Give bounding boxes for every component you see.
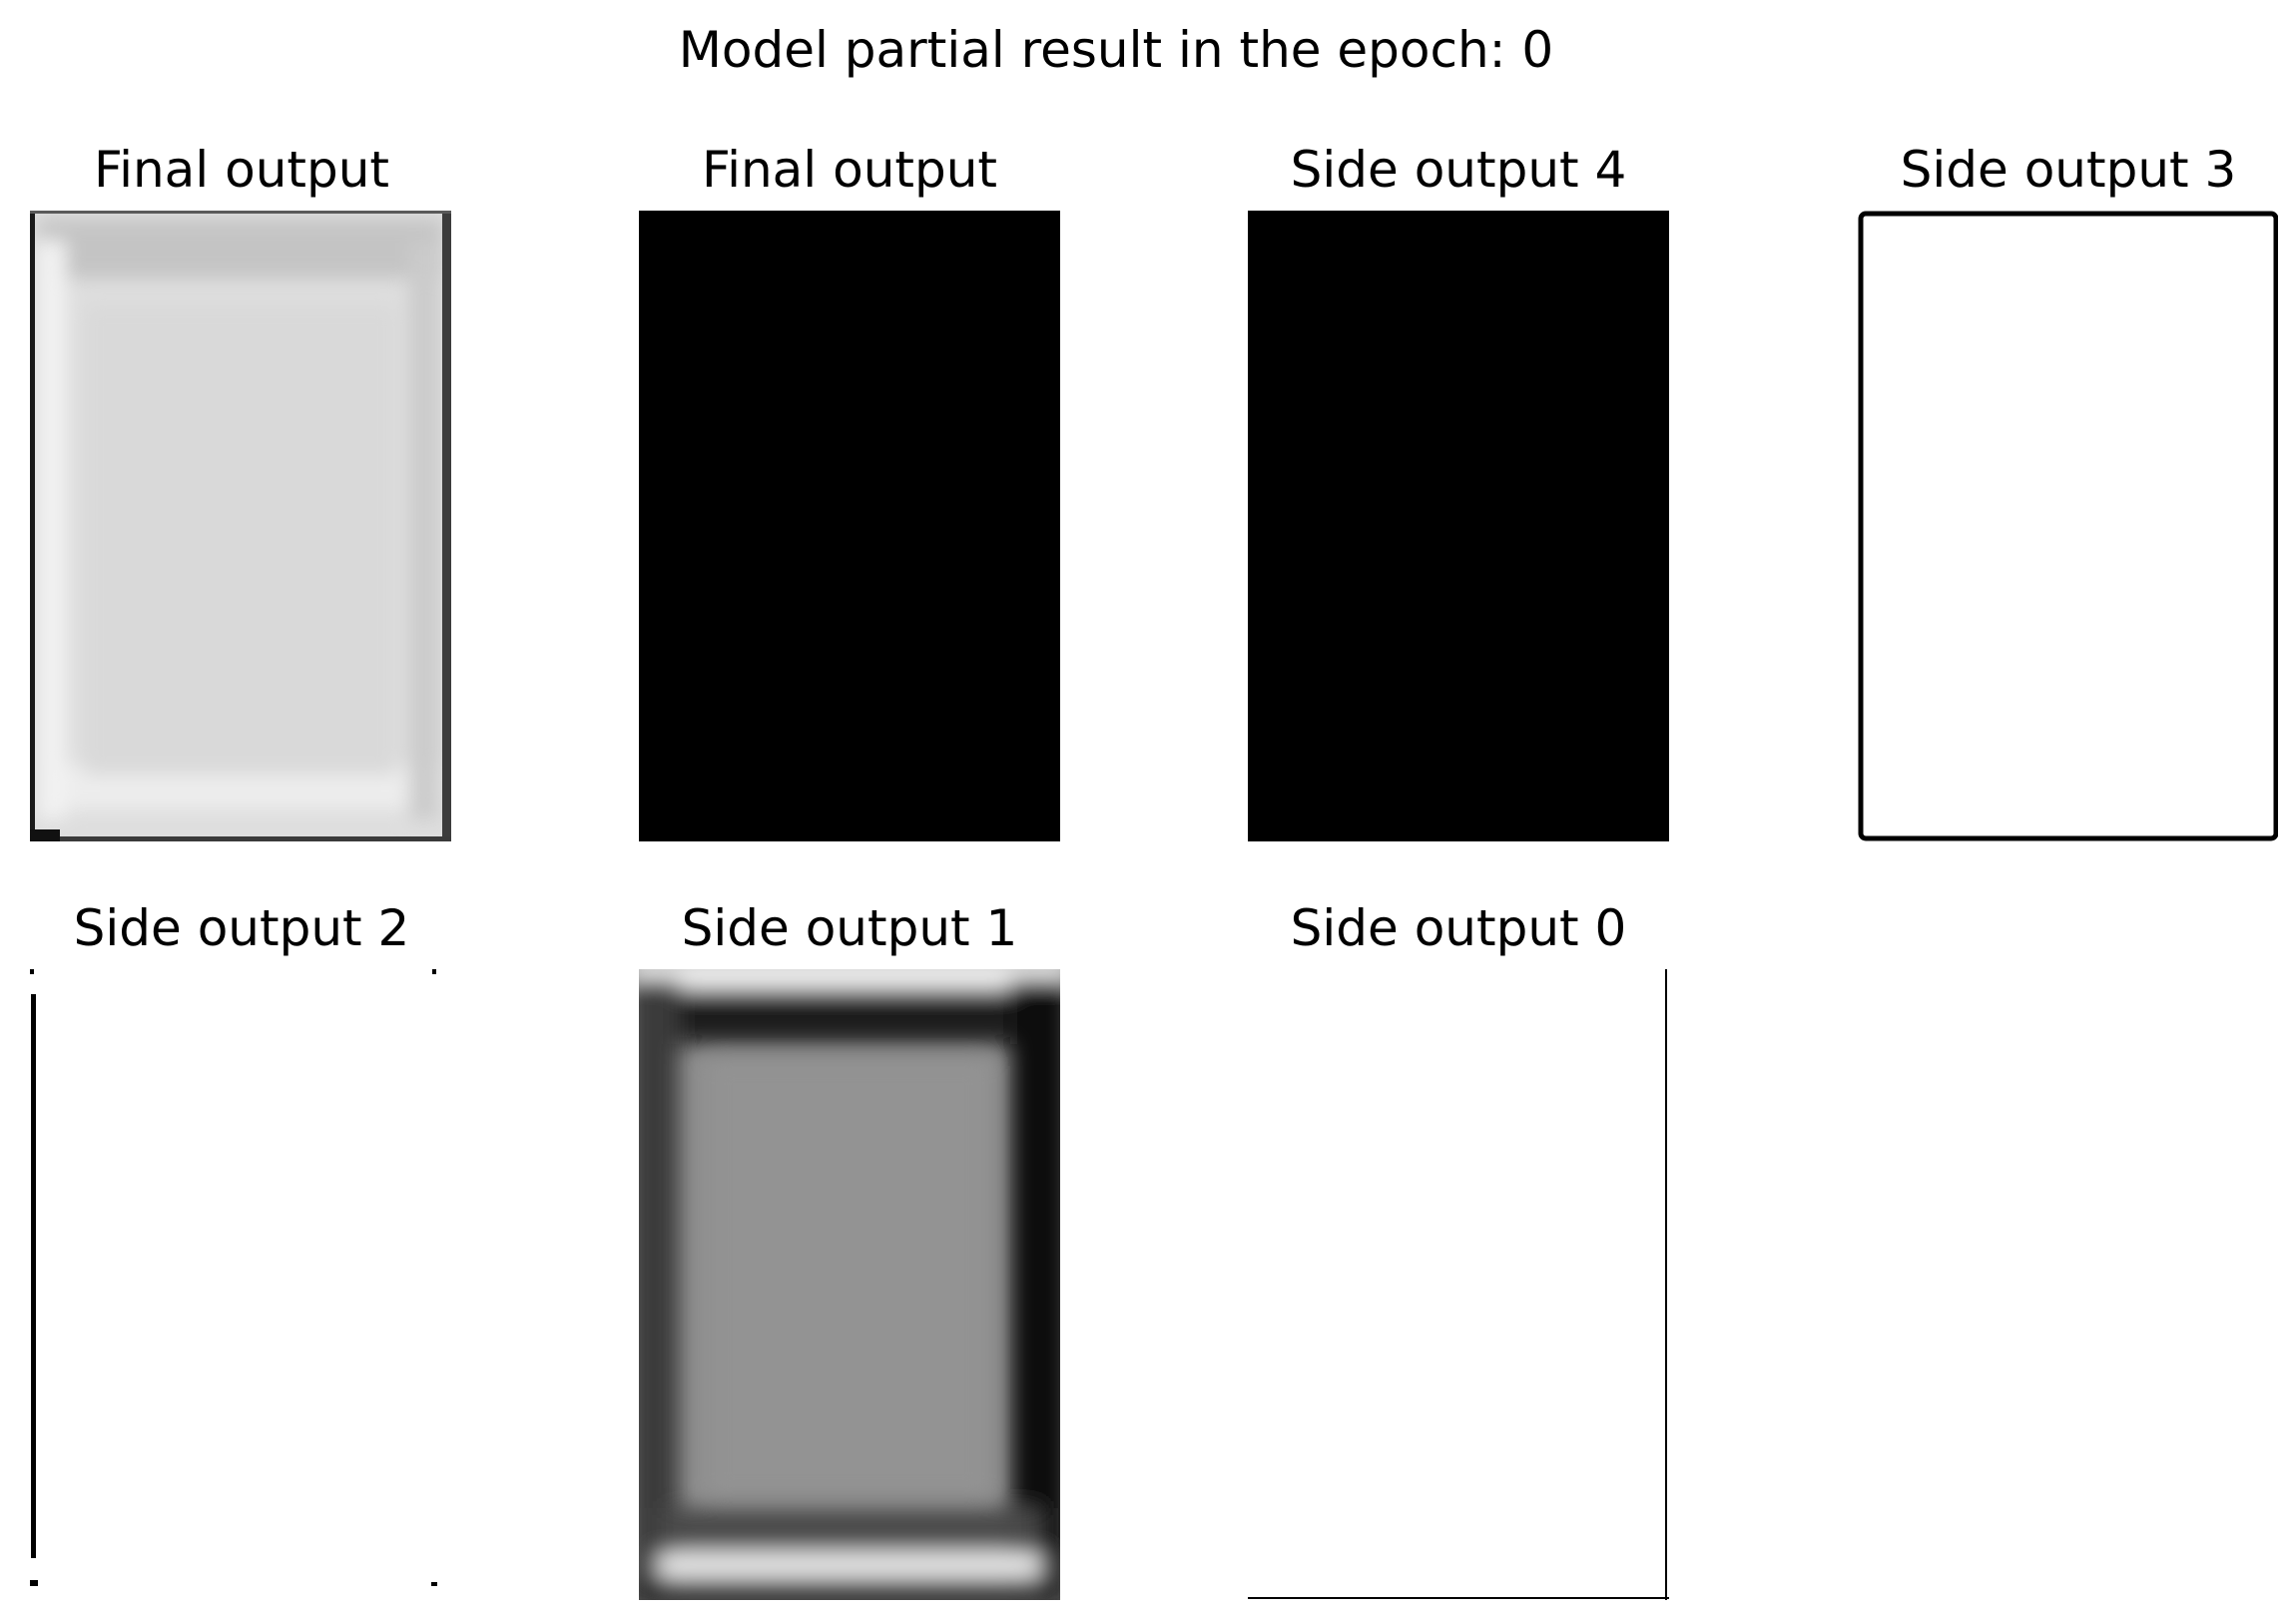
panel-side-output-1 bbox=[639, 969, 1060, 1600]
panel-title-side-output-0: Side output 0 bbox=[1290, 899, 1627, 957]
panel-title-side-output-4: Side output 4 bbox=[1290, 141, 1627, 199]
panel-side-output-0 bbox=[1248, 969, 1669, 1600]
panel-title-final-output-2: Final output bbox=[701, 141, 998, 199]
panel-side-output-4 bbox=[1248, 211, 1669, 841]
panel-title-final-output-1: Final output bbox=[93, 141, 390, 199]
panel-final-output-1 bbox=[30, 211, 451, 841]
panel-final-output-2 bbox=[639, 211, 1060, 841]
panel-title-side-output-1: Side output 1 bbox=[681, 899, 1018, 957]
panel-side-output-3 bbox=[1857, 211, 2278, 841]
panel-title-side-output-2: Side output 2 bbox=[73, 899, 410, 957]
figure-title: Model partial result in the epoch: 0 bbox=[678, 21, 1554, 79]
panel-side-output-2 bbox=[30, 969, 451, 1600]
panel-title-side-output-3: Side output 3 bbox=[1900, 141, 2237, 199]
